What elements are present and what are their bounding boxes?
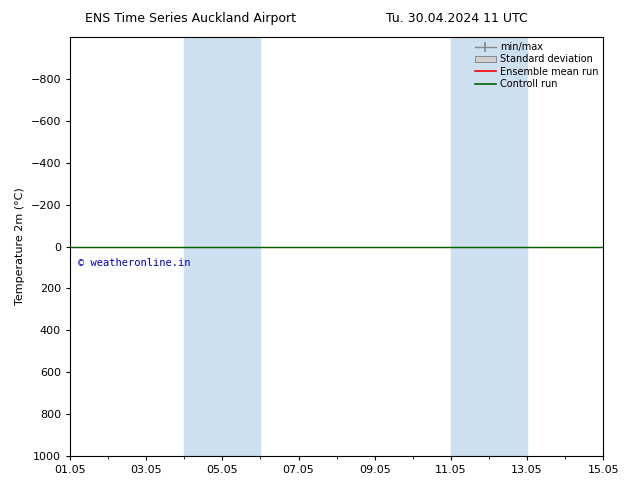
Bar [451,37,489,456]
Bar [223,37,261,456]
Bar [489,37,527,456]
Text: © weatheronline.in: © weatheronline.in [78,258,190,268]
Y-axis label: Temperature 2m (°C): Temperature 2m (°C) [15,188,25,305]
Text: Tu. 30.04.2024 11 UTC: Tu. 30.04.2024 11 UTC [385,12,527,25]
Bar [184,37,223,456]
Legend: min/max, Standard deviation, Ensemble mean run, Controll run: min/max, Standard deviation, Ensemble me… [472,40,600,91]
Text: ENS Time Series Auckland Airport: ENS Time Series Auckland Airport [85,12,295,25]
